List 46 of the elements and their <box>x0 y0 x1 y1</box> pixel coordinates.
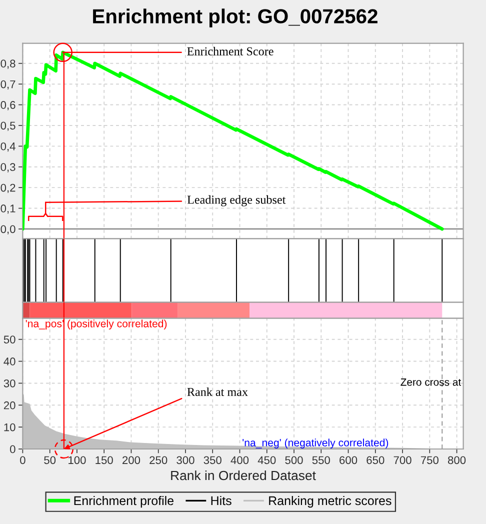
x-tick-label: 550 <box>312 456 330 464</box>
annotation: Enrichment Score <box>187 46 274 56</box>
y-tick-label: 30 <box>4 379 16 388</box>
y-tick-label: 0 <box>10 445 16 454</box>
y-tick-label: 0,8 <box>0 60 16 69</box>
x-tick-label: 300 <box>176 456 194 464</box>
y-tick-label: 0,7 <box>0 80 16 90</box>
bar <box>30 302 132 318</box>
annotation: Rank at max <box>187 388 248 396</box>
annotation: Leading edge subset <box>187 195 286 206</box>
y-tick-label: 0,1 <box>0 204 16 214</box>
x-tick-label: 50 <box>44 456 56 464</box>
annotation: 'na_neg' (negatively correlated) <box>242 438 388 448</box>
y-tick-label: 50 <box>4 336 16 344</box>
y-tick-label: 0,4 <box>0 142 16 152</box>
x-tick-label: 200 <box>122 456 140 464</box>
y-tick-label: 10 <box>4 423 16 432</box>
x-tick-label: 250 <box>150 456 168 464</box>
x-axis-title: Rank in Ordered Dataset <box>171 470 316 480</box>
x-tick-label: 750 <box>420 456 438 464</box>
y-tick-label: 0,5 <box>0 122 16 131</box>
x-tick-label: 450 <box>258 456 276 464</box>
legend-label: Ranking metric scores <box>269 496 392 508</box>
chart-title: Enrichment plot: GO_0072562 <box>93 8 378 28</box>
x-tick-label: 800 <box>448 456 466 464</box>
annotation: 'na_pos' (positively correlated) <box>26 320 167 330</box>
legend-label: Hits <box>211 496 232 506</box>
legend-label: Enrichment profile <box>74 496 174 508</box>
y-tick-label: 20 <box>4 401 16 410</box>
x-tick-label: 350 <box>204 456 222 464</box>
x-tick-label: 600 <box>340 456 358 464</box>
x-tick-label: 650 <box>366 456 384 464</box>
x-tick-label: 0 <box>20 456 26 464</box>
bar <box>132 302 178 318</box>
x-tick-label: 700 <box>394 456 412 464</box>
bar <box>178 302 250 318</box>
x-tick-label: 100 <box>68 456 86 464</box>
ref-line-label: Zero cross at <box>400 378 462 386</box>
y-tick-label: 0,2 <box>0 184 16 194</box>
x-tick-label: 150 <box>96 456 113 464</box>
y-tick-label: 0,6 <box>0 101 16 110</box>
y-tick-label: 0,0 <box>0 225 16 234</box>
y-tick-label: 40 <box>4 358 16 366</box>
x-tick-label: 500 <box>285 456 303 464</box>
y-tick-label: 0,3 <box>0 163 16 172</box>
x-tick-label: 400 <box>230 456 249 464</box>
